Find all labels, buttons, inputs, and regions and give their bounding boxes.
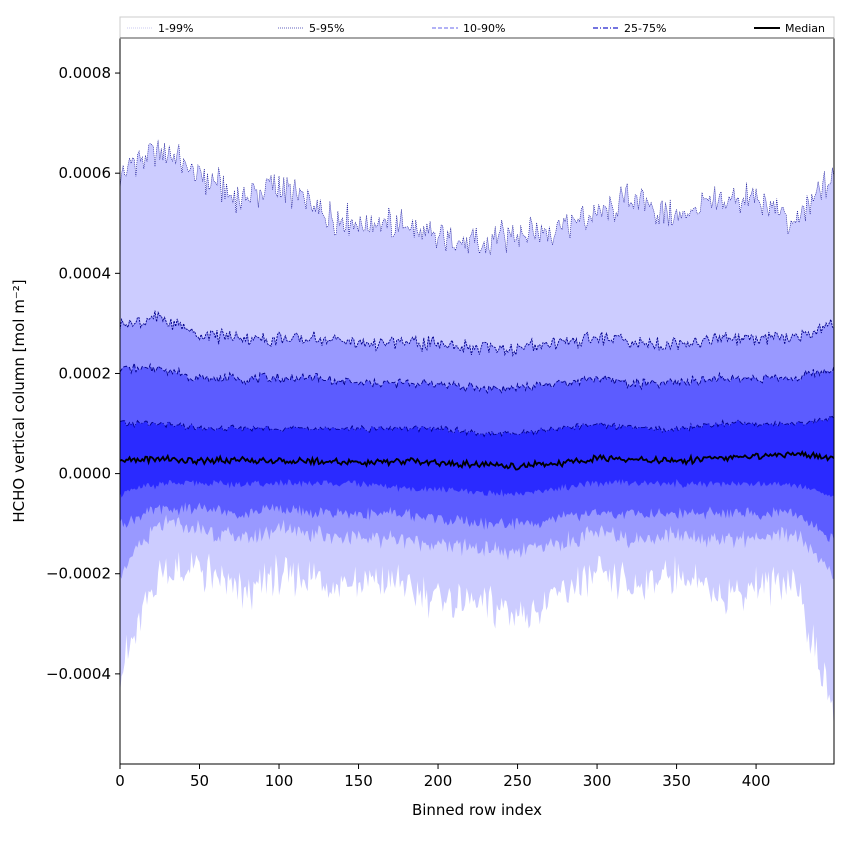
y-tick-label: 0.0002 [59, 364, 112, 382]
x-axis: 0 50 100 150 200 250 300 350 400 [115, 764, 770, 790]
y-tick-label: 0.0004 [59, 264, 112, 282]
line-1-99-upper [119, 139, 835, 255]
line-10-90-upper [119, 362, 835, 395]
y-tick-label: −0.0002 [46, 565, 111, 583]
x-axis-label: Binned row index [412, 801, 542, 819]
median-line [119, 449, 835, 471]
band-25-75 [120, 416, 834, 498]
legend-label: Median [785, 22, 825, 35]
x-tick-label: 200 [424, 772, 453, 790]
percentile-bands [120, 139, 834, 732]
legend: 1-99% 5-95% 10-90% 25-75% Median [119, 16, 835, 39]
y-tick-label: −0.0004 [46, 665, 111, 683]
legend-label: 5-95% [309, 22, 344, 35]
legend-label: 1-99% [158, 22, 193, 35]
x-tick-label: 350 [662, 772, 691, 790]
x-tick-label: 300 [583, 772, 612, 790]
y-tick-label: 0.0006 [59, 164, 112, 182]
y-tick-label: 0.0008 [59, 64, 112, 82]
x-tick-label: 0 [115, 772, 125, 790]
y-axis: −0.0004 −0.0002 0.0000 0.0002 0.0004 0.0006 0.… [46, 64, 120, 683]
x-tick-label: 150 [344, 772, 373, 790]
x-tick-label: 100 [265, 772, 294, 790]
y-tick-label: 0.0000 [59, 465, 112, 483]
x-tick-label: 400 [742, 772, 771, 790]
line-25-75-upper [119, 415, 835, 438]
x-tick-label: 250 [503, 772, 532, 790]
x-tick-label: 50 [190, 772, 209, 790]
legend-label: 10-90% [463, 22, 505, 35]
y-axis-label: HCHO vertical column [mol m⁻²] [10, 279, 28, 522]
legend-label: 25-75% [624, 22, 666, 35]
percentile-lines [119, 139, 835, 471]
line-5-95-upper [119, 310, 835, 358]
